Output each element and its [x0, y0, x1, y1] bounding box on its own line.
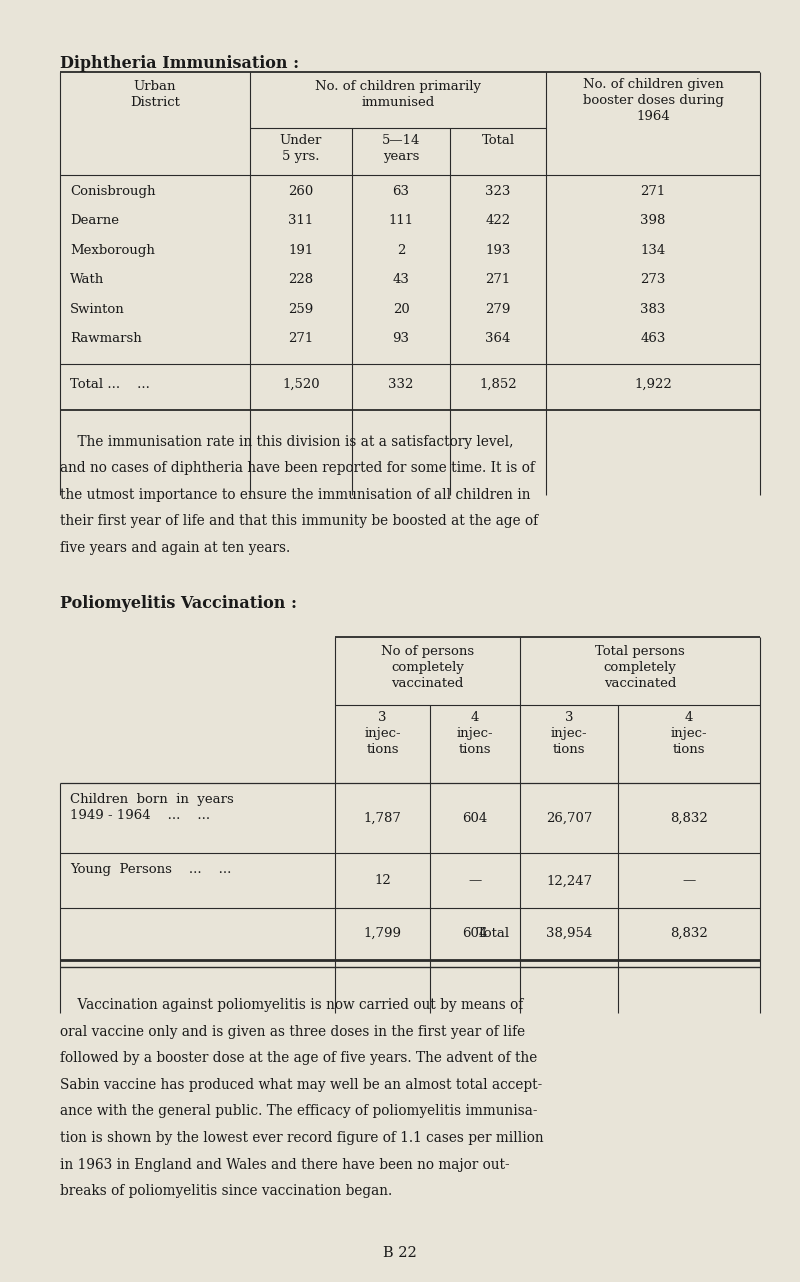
Text: Mexborough: Mexborough	[70, 244, 155, 256]
Text: 604: 604	[462, 927, 488, 940]
Text: 323: 323	[486, 185, 510, 197]
Text: 193: 193	[486, 244, 510, 256]
Text: 311: 311	[288, 214, 314, 227]
Text: Total ...    ...: Total ... ...	[70, 378, 150, 391]
Text: 3
injec-
tions: 3 injec- tions	[550, 712, 587, 756]
Text: 2: 2	[397, 244, 405, 256]
Text: 12,247: 12,247	[546, 874, 592, 887]
Text: 4
injec-
tions: 4 injec- tions	[457, 712, 494, 756]
Text: 111: 111	[389, 214, 414, 227]
Text: Sabin vaccine has produced what may well be an almost total accept-: Sabin vaccine has produced what may well…	[60, 1078, 542, 1092]
Text: No of persons
completely
vaccinated: No of persons completely vaccinated	[381, 646, 474, 691]
Text: 1,520: 1,520	[282, 378, 320, 391]
Text: B 22: B 22	[383, 1246, 417, 1260]
Text: —: —	[468, 874, 482, 887]
Text: 63: 63	[393, 185, 410, 197]
Text: 383: 383	[640, 303, 666, 315]
Text: No. of children primarily
immunised: No. of children primarily immunised	[315, 79, 481, 109]
Text: 8,832: 8,832	[670, 927, 708, 940]
Text: 271: 271	[486, 273, 510, 286]
Text: 228: 228	[289, 273, 314, 286]
Text: Diphtheria Immunisation :: Diphtheria Immunisation :	[60, 55, 299, 72]
Text: 12: 12	[374, 874, 391, 887]
Text: 4
injec-
tions: 4 injec- tions	[670, 712, 707, 756]
Text: the utmost importance to ensure the immunisation of all children in: the utmost importance to ensure the immu…	[60, 488, 530, 503]
Text: Total persons
completely
vaccinated: Total persons completely vaccinated	[595, 646, 685, 691]
Text: 279: 279	[486, 303, 510, 315]
Text: Swinton: Swinton	[70, 303, 125, 315]
Text: Conisbrough: Conisbrough	[70, 185, 155, 197]
Text: 271: 271	[288, 332, 314, 346]
Text: 1,799: 1,799	[363, 927, 402, 940]
Text: —: —	[682, 874, 696, 887]
Text: Poliomyelitis Vaccination :: Poliomyelitis Vaccination :	[60, 596, 297, 613]
Text: 93: 93	[393, 332, 410, 346]
Text: Under
5 yrs.: Under 5 yrs.	[280, 135, 322, 163]
Text: Urban
District: Urban District	[130, 79, 180, 109]
Text: 5—14
years: 5—14 years	[382, 135, 420, 163]
Text: five years and again at ten years.: five years and again at ten years.	[60, 541, 290, 555]
Text: and no cases of diphtheria have been reported for some time. It is of: and no cases of diphtheria have been rep…	[60, 462, 535, 476]
Text: Rawmarsh: Rawmarsh	[70, 332, 142, 346]
Text: 20: 20	[393, 303, 410, 315]
Text: 463: 463	[640, 332, 666, 346]
Text: 271: 271	[640, 185, 666, 197]
Text: 422: 422	[486, 214, 510, 227]
Text: 273: 273	[640, 273, 666, 286]
Text: in 1963 in England and Wales and there have been no major out-: in 1963 in England and Wales and there h…	[60, 1158, 510, 1172]
Text: 8,832: 8,832	[670, 812, 708, 826]
Text: their first year of life and that this immunity be boosted at the age of: their first year of life and that this i…	[60, 514, 538, 528]
Text: 134: 134	[640, 244, 666, 256]
Text: ance with the general public. The efficacy of poliomyelitis immunisa-: ance with the general public. The effica…	[60, 1105, 538, 1118]
Text: 364: 364	[486, 332, 510, 346]
Text: 26,707: 26,707	[546, 812, 592, 826]
Text: Children  born  in  years
1949 - 1964    ...    ...: Children born in years 1949 - 1964 ... .…	[70, 794, 234, 823]
Text: Young  Persons    ...    ...: Young Persons ... ...	[70, 864, 231, 877]
Text: Wath: Wath	[70, 273, 104, 286]
Text: 3
injec-
tions: 3 injec- tions	[364, 712, 401, 756]
Text: followed by a booster dose at the age of five years. The advent of the: followed by a booster dose at the age of…	[60, 1051, 538, 1065]
Text: 38,954: 38,954	[546, 927, 592, 940]
Text: 43: 43	[393, 273, 410, 286]
Text: 260: 260	[288, 185, 314, 197]
Text: Vaccination against poliomyelitis is now carried out by means of: Vaccination against poliomyelitis is now…	[60, 999, 523, 1013]
Text: 259: 259	[288, 303, 314, 315]
Text: 398: 398	[640, 214, 666, 227]
Text: breaks of poliomyelitis since vaccination began.: breaks of poliomyelitis since vaccinatio…	[60, 1185, 392, 1197]
Text: oral vaccine only and is given as three doses in the first year of life: oral vaccine only and is given as three …	[60, 1026, 525, 1038]
Text: Dearne: Dearne	[70, 214, 119, 227]
Text: Total: Total	[477, 927, 510, 940]
Text: No. of children given
booster doses during
1964: No. of children given booster doses duri…	[582, 78, 723, 123]
Text: The immunisation rate in this division is at a satisfactory level,: The immunisation rate in this division i…	[60, 435, 514, 449]
Text: 332: 332	[388, 378, 414, 391]
Text: 191: 191	[288, 244, 314, 256]
Text: 604: 604	[462, 812, 488, 826]
Text: tion is shown by the lowest ever record figure of 1.1 cases per million: tion is shown by the lowest ever record …	[60, 1131, 544, 1145]
Text: 1,852: 1,852	[479, 378, 517, 391]
Text: 1,922: 1,922	[634, 378, 672, 391]
Text: 1,787: 1,787	[363, 812, 402, 826]
Text: Total: Total	[482, 135, 514, 147]
